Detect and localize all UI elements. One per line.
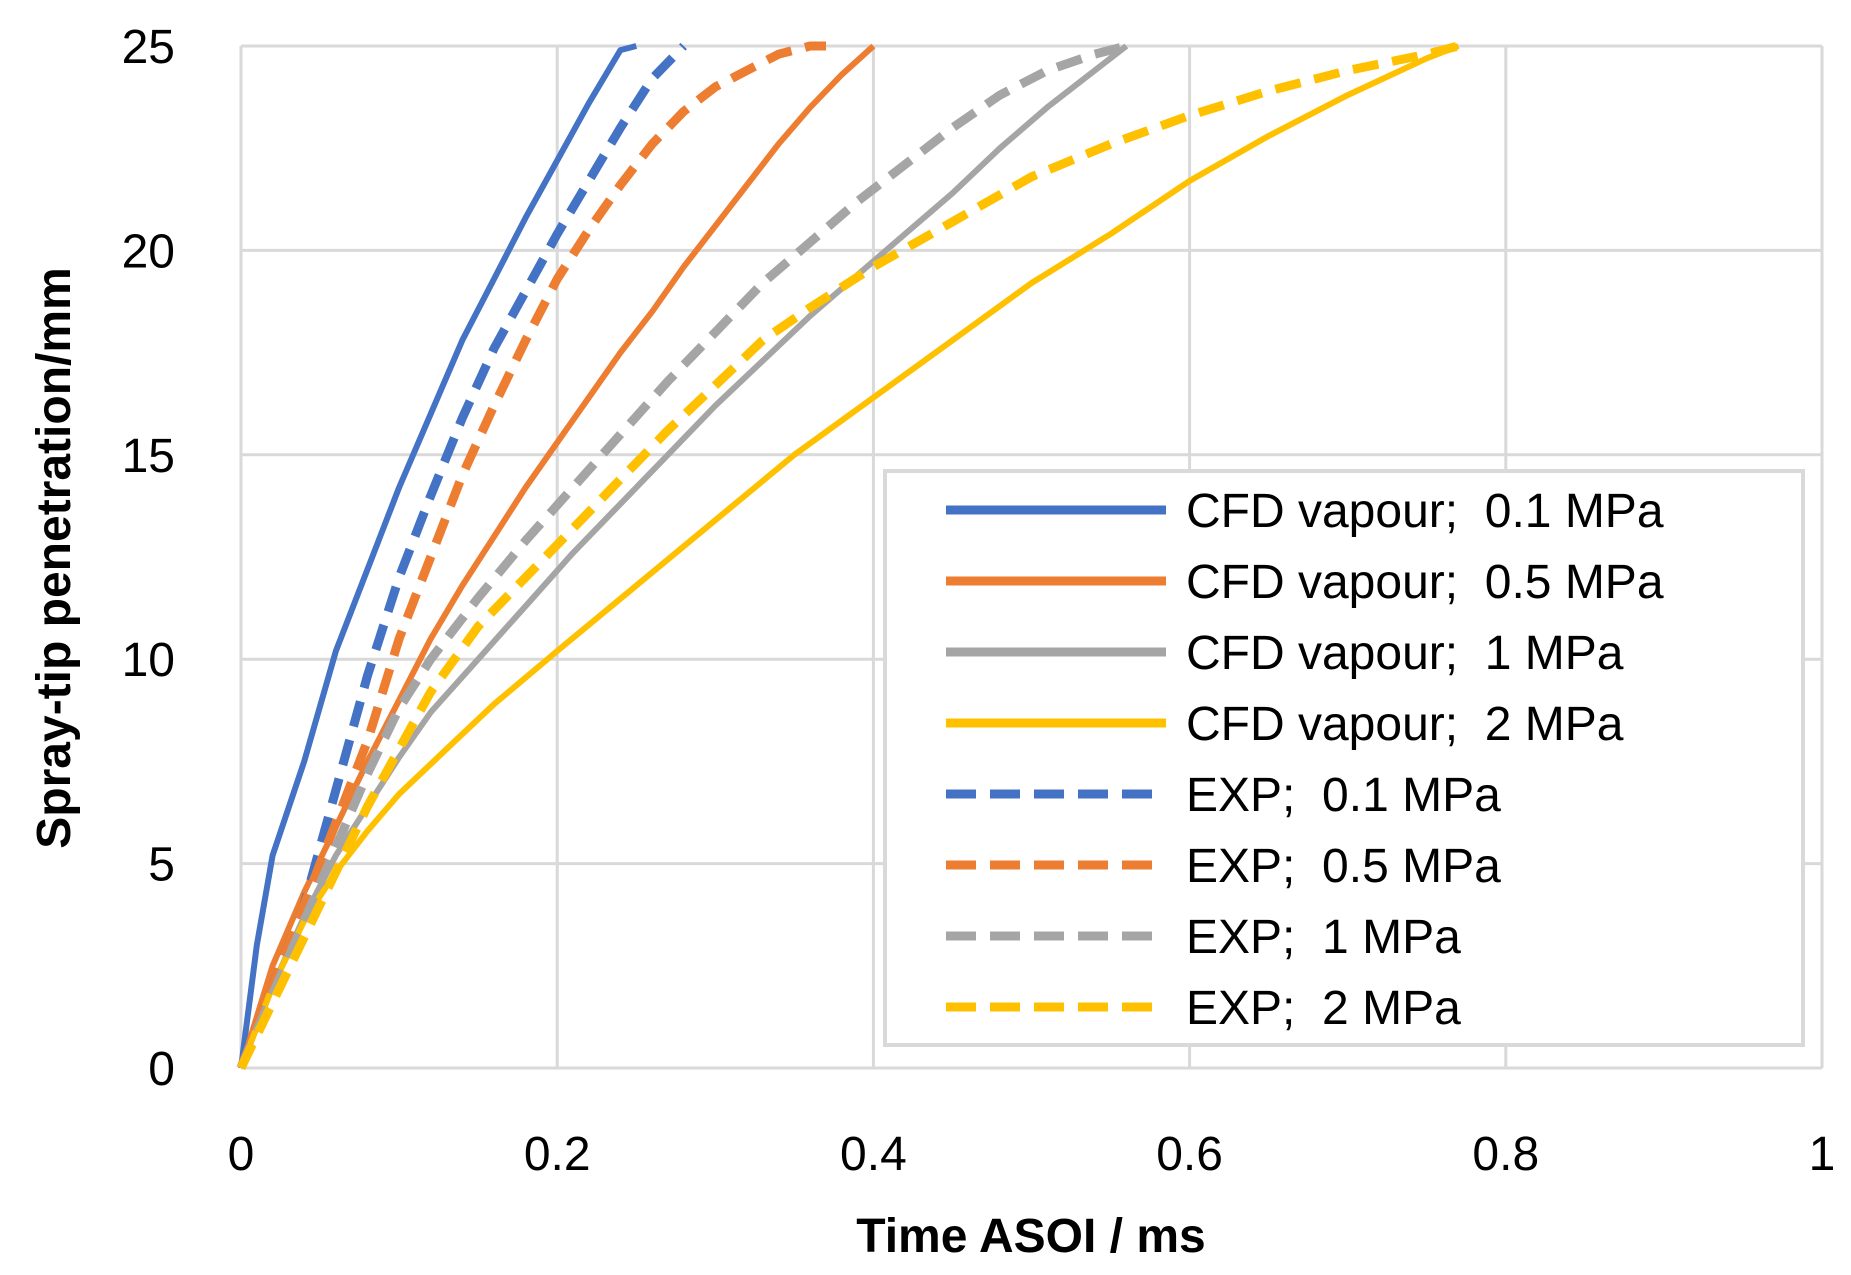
y-tick-label: 15: [122, 430, 175, 483]
series-line-8: [236, 41, 1460, 1070]
y-axis-title: Spray-tip penetration/mm: [28, 267, 81, 848]
x-tick-label: 0.8: [1472, 1128, 1539, 1181]
legend-label: CFD vapour; 2 MPa: [1186, 698, 1624, 751]
x-tick-label: 0.2: [524, 1128, 591, 1181]
series-line-6: [236, 41, 826, 1070]
legend-label: EXP; 1 MPa: [1186, 911, 1461, 964]
legend: CFD vapour; 0.1 MPa CFD vapour; 0.5 MPa CF…: [883, 469, 1805, 1047]
x-tick-label: 0.6: [1156, 1128, 1223, 1181]
legend-label: EXP; 0.5 MPa: [1186, 840, 1501, 893]
y-tick-label: 0: [148, 1043, 175, 1096]
y-tick-label: 10: [122, 634, 175, 687]
legend-label: EXP; 2 MPa: [1186, 982, 1461, 1035]
x-axis-title: Time ASOI / ms: [856, 1210, 1205, 1263]
y-tick-label: 5: [148, 839, 175, 892]
x-tick-label: 1: [1809, 1128, 1836, 1181]
legend-label: CFD vapour; 1 MPa: [1186, 627, 1624, 680]
legend-label: EXP; 0.1 MPa: [1186, 769, 1501, 822]
y-tick-label: 25: [122, 21, 175, 74]
legend-box: [883, 469, 1805, 1047]
series-layer: [236, 41, 1460, 1070]
series-line-7: [236, 41, 1128, 1070]
legend-label: CFD vapour; 0.5 MPa: [1186, 556, 1664, 609]
x-tick-label: 0.4: [840, 1128, 907, 1181]
series-line-1: [238, 43, 638, 1069]
y-tick-label: 20: [122, 225, 175, 278]
x-tick-label: 0: [228, 1128, 255, 1181]
legend-label: CFD vapour; 0.1 MPa: [1186, 485, 1664, 538]
series-line-4: [238, 43, 1460, 1070]
